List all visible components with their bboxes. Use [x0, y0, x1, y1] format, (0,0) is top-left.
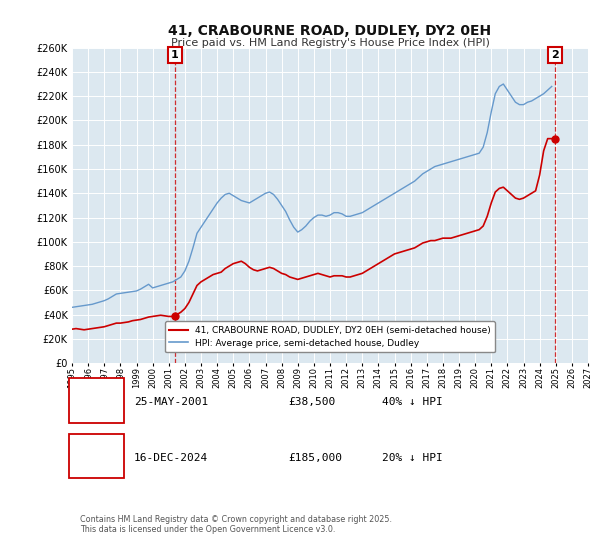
Text: 41, CRABOURNE ROAD, DUDLEY, DY2 0EH: 41, CRABOURNE ROAD, DUDLEY, DY2 0EH	[169, 24, 491, 38]
Text: £38,500: £38,500	[289, 397, 336, 407]
Text: Contains HM Land Registry data © Crown copyright and database right 2025.
This d: Contains HM Land Registry data © Crown c…	[80, 515, 392, 534]
FancyBboxPatch shape	[70, 433, 124, 478]
Text: 16-DEC-2024: 16-DEC-2024	[134, 453, 208, 463]
Text: 2: 2	[551, 50, 559, 60]
FancyBboxPatch shape	[70, 378, 124, 423]
Text: 1: 1	[171, 50, 179, 60]
Text: 2: 2	[93, 451, 101, 464]
Text: 25-MAY-2001: 25-MAY-2001	[134, 397, 208, 407]
Text: 1: 1	[93, 396, 101, 409]
Text: 20% ↓ HPI: 20% ↓ HPI	[382, 453, 442, 463]
Text: £185,000: £185,000	[289, 453, 343, 463]
Legend: 41, CRABOURNE ROAD, DUDLEY, DY2 0EH (semi-detached house), HPI: Average price, s: 41, CRABOURNE ROAD, DUDLEY, DY2 0EH (sem…	[165, 321, 495, 352]
Text: Price paid vs. HM Land Registry's House Price Index (HPI): Price paid vs. HM Land Registry's House …	[170, 38, 490, 48]
Text: 40% ↓ HPI: 40% ↓ HPI	[382, 397, 442, 407]
